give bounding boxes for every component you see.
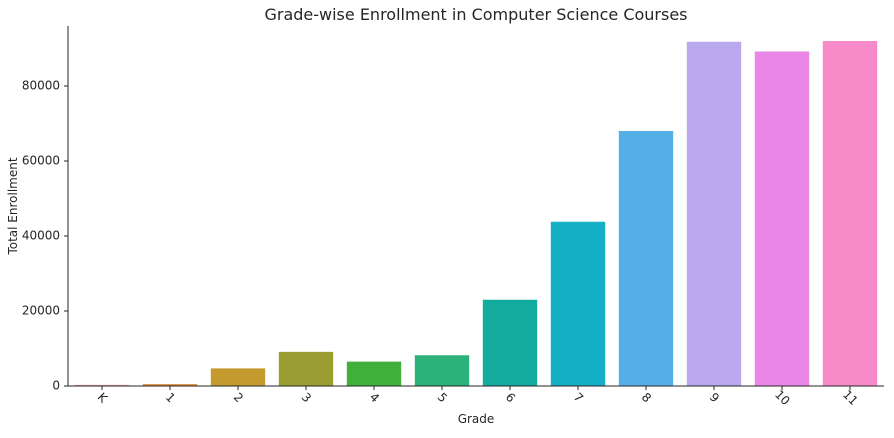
x-tick-label-10: 10	[772, 387, 793, 408]
x-tick-label-9: 9	[707, 390, 722, 405]
y-tick-label-80000: 80000	[22, 79, 60, 93]
y-ticks-group: 0 20000 40000 60000 80000	[22, 79, 68, 393]
bar-9	[686, 41, 742, 386]
bar-1	[142, 384, 198, 386]
x-tick-label-1: 1	[163, 390, 178, 405]
bars-group	[74, 41, 878, 386]
bar-3	[278, 351, 334, 386]
y-tick-label-0: 0	[52, 379, 60, 393]
bar-4	[346, 361, 402, 386]
bar-K	[74, 384, 130, 386]
bar-5	[414, 355, 470, 386]
x-tick-label-2: 2	[231, 390, 246, 405]
x-tick-label-7: 7	[571, 390, 586, 405]
bar-10	[754, 51, 810, 386]
x-axis-label: Grade	[458, 412, 495, 426]
x-tick-label-3: 3	[299, 390, 314, 405]
bar-8	[618, 131, 674, 386]
x-tick-label-4: 4	[367, 390, 382, 405]
y-tick-label-20000: 20000	[22, 304, 60, 318]
x-tick-label-6: 6	[503, 390, 518, 405]
x-tick-label-8: 8	[639, 390, 654, 405]
bar-6	[482, 299, 538, 386]
x-tick-label-K: K	[95, 390, 111, 406]
bar-11	[822, 41, 878, 386]
y-tick-label-40000: 40000	[22, 229, 60, 243]
bar-7	[550, 221, 606, 386]
x-ticks-group: K 1 2 3 4 5 6 7 8 9 10 11	[95, 386, 861, 408]
y-tick-label-60000: 60000	[22, 154, 60, 168]
chart-title: Grade-wise Enrollment in Computer Scienc…	[264, 5, 687, 24]
bar-2	[210, 368, 266, 386]
y-axis-label: Total Enrollment	[6, 157, 20, 255]
x-tick-label-11: 11	[840, 387, 861, 408]
x-tick-label-5: 5	[435, 390, 450, 405]
